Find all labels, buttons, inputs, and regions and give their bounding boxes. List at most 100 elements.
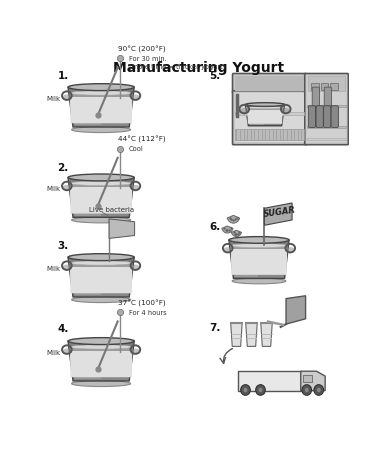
Polygon shape [69, 90, 100, 126]
Ellipse shape [131, 349, 140, 354]
Polygon shape [286, 296, 306, 325]
FancyBboxPatch shape [311, 84, 319, 90]
Ellipse shape [72, 297, 131, 303]
FancyBboxPatch shape [312, 88, 319, 107]
Ellipse shape [131, 185, 140, 191]
Polygon shape [70, 94, 132, 124]
Polygon shape [69, 259, 100, 296]
Ellipse shape [62, 265, 71, 271]
Polygon shape [264, 203, 292, 226]
Ellipse shape [240, 109, 249, 114]
Text: For 4 hours: For 4 hours [129, 309, 166, 315]
Polygon shape [246, 324, 257, 347]
FancyBboxPatch shape [235, 130, 304, 141]
FancyBboxPatch shape [308, 106, 315, 128]
FancyBboxPatch shape [235, 112, 304, 115]
Polygon shape [247, 106, 264, 126]
Text: 2.: 2. [57, 163, 69, 173]
FancyBboxPatch shape [305, 74, 348, 146]
Ellipse shape [70, 261, 133, 266]
Polygon shape [229, 241, 289, 279]
Ellipse shape [243, 388, 248, 392]
Ellipse shape [62, 95, 71, 101]
Ellipse shape [246, 107, 284, 110]
Polygon shape [68, 257, 134, 297]
Text: Milk: Milk [47, 186, 61, 192]
Ellipse shape [68, 84, 134, 91]
Polygon shape [68, 178, 134, 218]
Polygon shape [230, 242, 258, 277]
Polygon shape [247, 108, 283, 124]
Ellipse shape [302, 385, 312, 396]
FancyBboxPatch shape [330, 84, 338, 90]
Polygon shape [68, 341, 134, 381]
Polygon shape [69, 178, 133, 188]
Ellipse shape [131, 95, 140, 101]
Text: Cool: Cool [129, 146, 144, 152]
Text: 90°C (200°F): 90°C (200°F) [118, 46, 166, 53]
Ellipse shape [258, 388, 263, 392]
Ellipse shape [281, 109, 290, 114]
FancyBboxPatch shape [307, 77, 346, 143]
FancyBboxPatch shape [307, 139, 346, 141]
Ellipse shape [286, 247, 295, 253]
FancyBboxPatch shape [324, 88, 331, 107]
Polygon shape [109, 219, 135, 239]
Ellipse shape [305, 388, 309, 392]
Text: Milk: Milk [47, 95, 61, 101]
Ellipse shape [131, 265, 140, 271]
Polygon shape [301, 371, 325, 391]
Text: SUGAR: SUGAR [263, 205, 296, 218]
Ellipse shape [68, 254, 134, 261]
Polygon shape [230, 241, 288, 250]
Polygon shape [69, 343, 100, 380]
FancyBboxPatch shape [307, 106, 346, 108]
Wedge shape [227, 216, 240, 224]
Text: Milk: Milk [47, 349, 61, 355]
FancyBboxPatch shape [238, 371, 301, 391]
Polygon shape [246, 105, 284, 127]
Ellipse shape [72, 218, 131, 224]
Polygon shape [68, 88, 134, 128]
Ellipse shape [256, 385, 265, 396]
Wedge shape [222, 226, 233, 234]
Polygon shape [231, 324, 242, 347]
Ellipse shape [248, 126, 282, 129]
Ellipse shape [70, 182, 133, 186]
Text: 5.: 5. [210, 71, 221, 81]
Ellipse shape [72, 128, 131, 133]
Polygon shape [70, 184, 132, 214]
Polygon shape [247, 105, 283, 111]
FancyBboxPatch shape [235, 94, 304, 143]
Polygon shape [231, 246, 287, 275]
Polygon shape [70, 347, 132, 377]
Polygon shape [70, 263, 132, 294]
Polygon shape [69, 341, 133, 351]
Ellipse shape [62, 185, 71, 191]
FancyBboxPatch shape [316, 106, 323, 128]
Ellipse shape [68, 174, 134, 181]
Text: Manufacturing Yogurt: Manufacturing Yogurt [113, 61, 284, 74]
FancyBboxPatch shape [235, 77, 304, 92]
Text: 3.: 3. [57, 241, 69, 251]
Text: 6.: 6. [210, 221, 221, 231]
Text: Milk: Milk [47, 265, 61, 271]
Text: 37°C (100°F): 37°C (100°F) [118, 299, 166, 306]
Ellipse shape [70, 345, 133, 349]
Ellipse shape [314, 385, 324, 396]
Text: For 30 min.
(more time = thicker yogurt): For 30 min. (more time = thicker yogurt) [129, 56, 225, 70]
Ellipse shape [246, 103, 284, 107]
Text: 1.: 1. [57, 71, 69, 81]
FancyBboxPatch shape [308, 77, 345, 92]
Ellipse shape [223, 247, 232, 253]
Ellipse shape [72, 381, 131, 386]
Ellipse shape [232, 279, 286, 284]
Ellipse shape [68, 338, 134, 345]
FancyBboxPatch shape [232, 74, 307, 95]
Ellipse shape [317, 388, 321, 392]
FancyBboxPatch shape [324, 106, 331, 128]
Ellipse shape [229, 237, 289, 244]
Text: 7.: 7. [210, 322, 221, 332]
FancyBboxPatch shape [307, 127, 346, 129]
FancyBboxPatch shape [331, 106, 338, 128]
